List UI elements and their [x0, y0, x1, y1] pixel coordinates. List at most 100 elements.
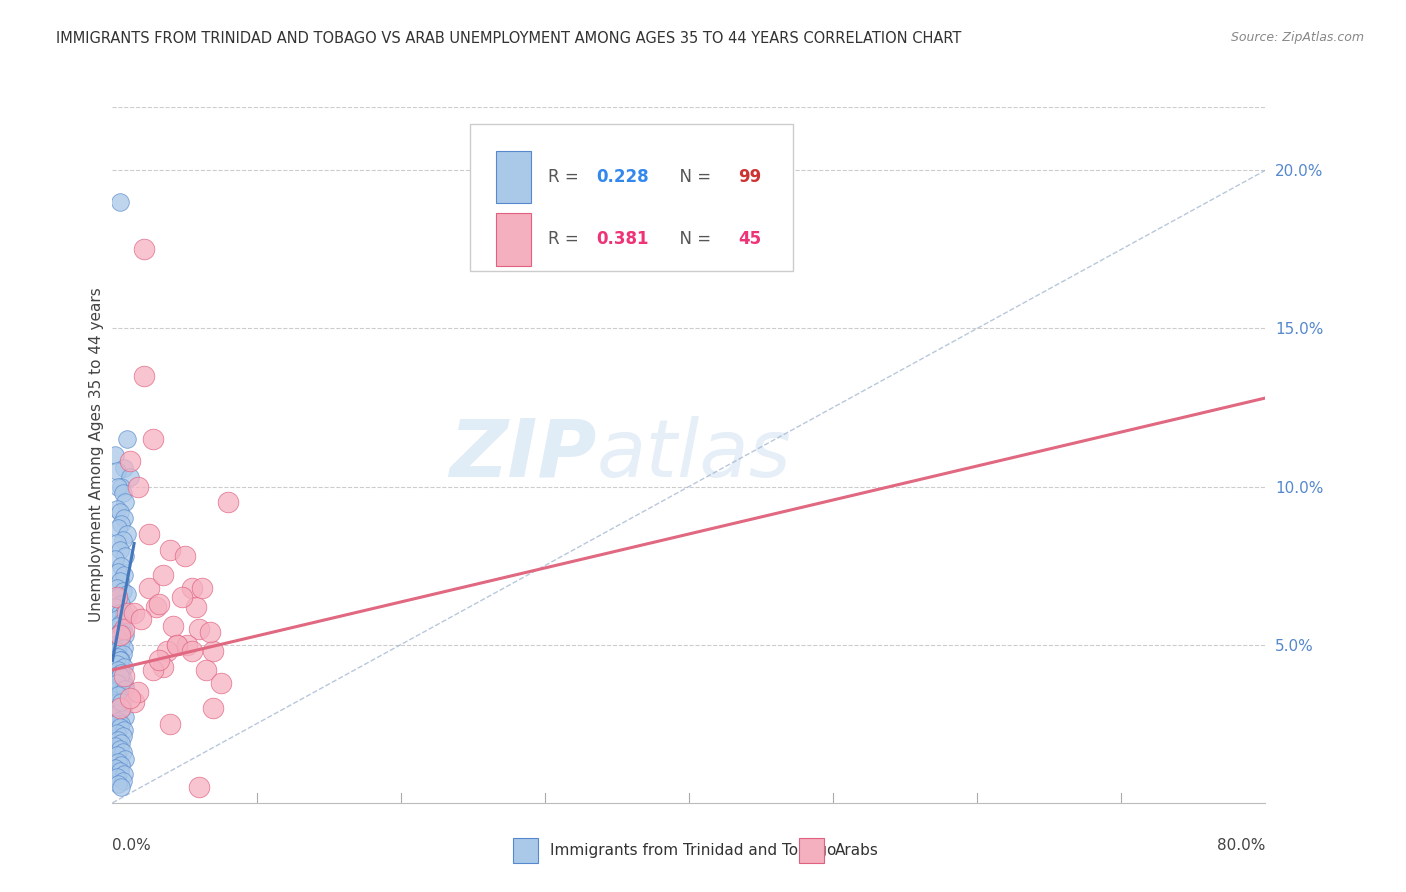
Point: [118, 470, 141, 484]
Text: N =: N =: [669, 168, 717, 186]
Point: [110, 634, 132, 648]
Point: [108, 742, 131, 756]
Point: [170, 591, 193, 605]
Point: [108, 606, 131, 620]
Point: [180, 644, 202, 658]
Point: [108, 542, 131, 557]
Point: [145, 599, 167, 614]
Point: [114, 751, 136, 765]
Point: [159, 716, 181, 731]
Point: [114, 710, 136, 724]
Point: [188, 622, 211, 636]
Point: [118, 691, 141, 706]
Point: [105, 501, 128, 516]
Point: [105, 464, 128, 478]
Point: [112, 568, 135, 582]
Point: [111, 745, 134, 759]
Point: [104, 448, 127, 462]
Point: [148, 597, 170, 611]
Point: [111, 647, 134, 661]
Point: [110, 517, 132, 532]
Point: [110, 757, 132, 772]
Text: Immigrants from Trinidad and Tobago: Immigrants from Trinidad and Tobago: [550, 844, 837, 858]
Point: [107, 591, 129, 605]
Point: [191, 581, 214, 595]
Point: [115, 587, 138, 601]
Point: [166, 638, 188, 652]
Point: [112, 669, 135, 683]
Text: Arabs: Arabs: [835, 844, 879, 858]
Point: [104, 638, 127, 652]
Point: [104, 716, 127, 731]
Point: [104, 669, 127, 683]
Point: [105, 591, 128, 605]
Point: [114, 681, 136, 696]
Bar: [496, 151, 531, 203]
Point: [108, 669, 131, 683]
Point: [112, 723, 135, 737]
Point: [134, 368, 156, 383]
Point: [111, 622, 134, 636]
Point: [108, 653, 131, 667]
Point: [110, 666, 132, 681]
Point: [110, 716, 132, 731]
Point: [188, 780, 211, 794]
Point: [114, 495, 136, 509]
Point: [127, 479, 149, 493]
Point: [104, 552, 127, 566]
Point: [107, 479, 129, 493]
Point: [152, 660, 174, 674]
Point: [107, 688, 129, 702]
Point: [108, 669, 131, 683]
Point: [115, 527, 138, 541]
Point: [111, 486, 134, 500]
Point: [110, 736, 132, 750]
Point: [112, 767, 135, 781]
Bar: [496, 213, 531, 266]
Point: [107, 521, 129, 535]
Point: [111, 533, 134, 548]
Point: [105, 581, 128, 595]
Point: [166, 638, 188, 652]
Point: [104, 761, 127, 775]
Text: 0.228: 0.228: [596, 168, 650, 186]
Text: Source: ZipAtlas.com: Source: ZipAtlas.com: [1230, 31, 1364, 45]
Point: [110, 780, 132, 794]
Point: [108, 574, 131, 589]
Point: [118, 454, 141, 468]
Point: [110, 695, 132, 709]
Point: [107, 663, 129, 677]
Point: [105, 675, 128, 690]
Point: [107, 565, 129, 579]
Point: [111, 701, 134, 715]
Point: [138, 581, 160, 595]
Point: [142, 663, 165, 677]
Point: [110, 653, 132, 667]
Point: [209, 675, 232, 690]
Point: [108, 625, 131, 640]
Point: [202, 701, 225, 715]
Point: [110, 597, 132, 611]
Point: [105, 726, 128, 740]
Point: [107, 650, 129, 665]
Point: [111, 673, 134, 687]
Text: 45: 45: [738, 230, 762, 248]
Point: [112, 622, 135, 636]
Point: [156, 644, 179, 658]
Point: [112, 460, 135, 475]
Point: [107, 714, 129, 728]
Point: [107, 755, 129, 769]
Text: atlas: atlas: [596, 416, 792, 494]
Point: [159, 542, 181, 557]
Point: [173, 549, 195, 563]
Point: [108, 628, 131, 642]
Text: ZIP: ZIP: [450, 416, 596, 494]
Point: [108, 720, 131, 734]
Point: [148, 653, 170, 667]
Point: [110, 685, 132, 699]
Point: [107, 681, 129, 696]
Point: [108, 764, 131, 779]
Point: [180, 581, 202, 595]
Point: [105, 771, 128, 785]
Point: [129, 612, 153, 626]
